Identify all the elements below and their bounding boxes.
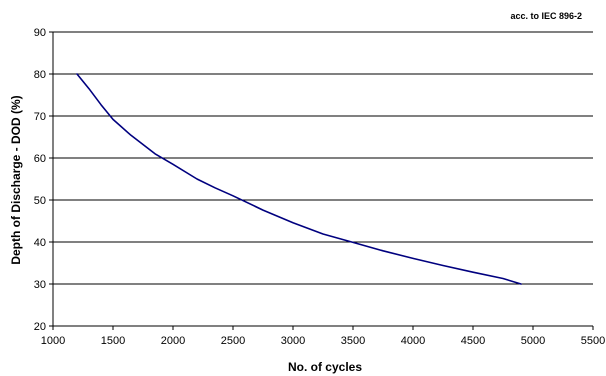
y-tick-label: 30 xyxy=(34,279,46,291)
y-tick-label: 60 xyxy=(34,153,46,165)
x-tick-label: 1000 xyxy=(41,335,65,347)
gridlines xyxy=(53,31,593,285)
x-tick-label: 2000 xyxy=(161,335,185,347)
axes xyxy=(49,31,594,330)
x-tick-label: 4000 xyxy=(401,335,425,347)
x-tick-label: 3000 xyxy=(281,335,305,347)
y-tick-label: 90 xyxy=(34,27,46,39)
x-tick-label: 1500 xyxy=(101,335,125,347)
x-tick-label: 4500 xyxy=(461,335,485,347)
y-tick-labels: 20 30 40 50 60 70 80 90 xyxy=(34,27,46,333)
x-tick-labels: 1000 1500 2000 2500 3000 3500 4000 4500 5000 5500 xyxy=(41,335,605,347)
plot-area xyxy=(76,73,522,285)
y-axis-title: Depth of Discharge - DOD (%) xyxy=(9,95,23,264)
y-tick-label: 40 xyxy=(34,237,46,249)
y-tick-label: 70 xyxy=(34,111,46,123)
x-tick-label: 3500 xyxy=(341,335,365,347)
y-tick-label: 20 xyxy=(34,321,46,333)
x-tick-label: 2500 xyxy=(221,335,245,347)
annotation-text: acc. to IEC 896-2 xyxy=(510,11,582,21)
y-tick-label: 50 xyxy=(34,195,46,207)
series-line xyxy=(76,73,522,285)
x-axis-title: No. of cycles xyxy=(288,360,362,374)
x-tick-label: 5000 xyxy=(521,335,545,347)
x-tick-label: 5500 xyxy=(581,335,605,347)
y-tick-label: 80 xyxy=(34,69,46,81)
